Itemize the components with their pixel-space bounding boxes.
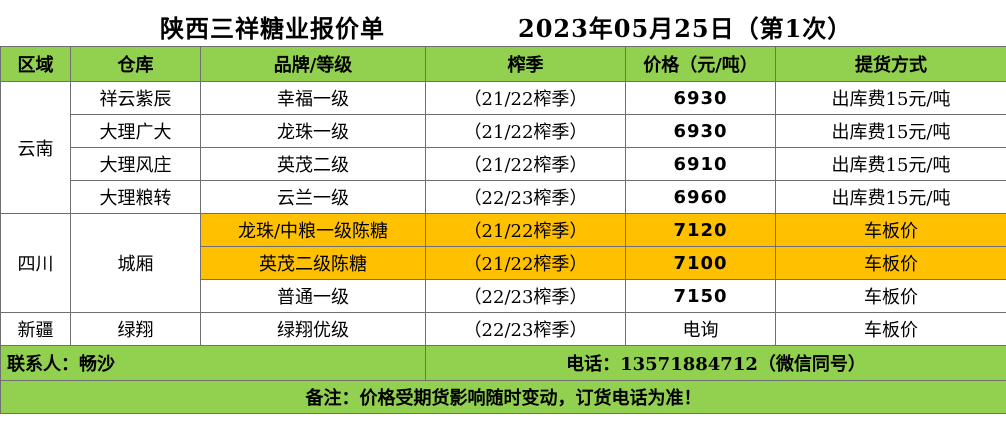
contact-person: 联系人：畅沙: [0, 345, 426, 381]
price-cell: 7100: [625, 246, 776, 280]
table-row: 四川 城厢 龙珠/中粮一级陈糖 （21/22榨季） 7120 车板价: [0, 213, 1006, 313]
region-cell: 云南: [0, 81, 71, 214]
price-cell: 6930: [625, 114, 776, 148]
table-row: 普通一级 （22/23榨季） 7150 车板价: [1, 279, 1006, 313]
brand-cell: 龙珠一级: [200, 114, 426, 148]
brand-cell: 普通一级: [200, 279, 426, 313]
pickup-cell: 出库费15元/吨: [775, 81, 1006, 115]
header-price: 价格（元/吨）: [625, 46, 776, 82]
price-cell: 6910: [625, 147, 776, 181]
pickup-cell: 车板价: [775, 279, 1006, 313]
warehouse-cell: 城厢: [70, 213, 201, 313]
header-season: 榨季: [425, 46, 626, 82]
pickup-cell: 车板价: [775, 312, 1006, 346]
region-cell: 四川: [0, 213, 71, 313]
note-text: 备注：价格受期货影响随时变动，订货电话为准！: [0, 380, 1006, 414]
price-cell: 电询: [625, 312, 776, 346]
header-warehouse: 仓库: [70, 46, 201, 82]
season-cell: （21/22榨季）: [425, 147, 626, 181]
season-cell: （21/22榨季）: [425, 81, 626, 115]
warehouse-cell: 大理广大: [70, 114, 201, 148]
pickup-cell: 出库费15元/吨: [775, 147, 1006, 181]
warehouse-cell: 绿翔: [70, 312, 201, 346]
note-row: 备注：价格受期货影响随时变动，订货电话为准！: [0, 380, 1006, 414]
region-cell: 新疆: [0, 312, 71, 346]
season-cell: （21/22榨季）: [425, 114, 626, 148]
price-cell: 7120: [625, 213, 776, 247]
warehouse-cell: 大理风庄: [70, 147, 201, 181]
brand-cell: 幸福一级: [200, 81, 426, 115]
header-region: 区域: [0, 46, 71, 82]
table-header-row: 区域 仓库 品牌/等级 榨季 价格（元/吨） 提货方式: [0, 46, 1006, 82]
table-row: 大理粮转 云兰一级 （22/23榨季） 6960 出库费15元/吨: [1, 180, 1006, 214]
season-cell: （22/23榨季）: [425, 180, 626, 214]
pickup-cell: 车板价: [775, 246, 1006, 280]
contact-row: 联系人：畅沙 电话：13571884712（微信同号）: [0, 345, 1006, 381]
warehouse-cell: 大理粮转: [70, 180, 201, 214]
brand-cell: 云兰一级: [200, 180, 426, 214]
table-row: 云南 祥云紫辰 幸福一级 （21/22榨季） 6930 出库费15元/吨: [0, 81, 1006, 214]
warehouse-cell: 祥云紫辰: [70, 81, 201, 115]
brand-cell: 绿翔优级: [200, 312, 426, 346]
pickup-cell: 出库费15元/吨: [775, 180, 1006, 214]
pickup-cell: 出库费15元/吨: [775, 114, 1006, 148]
table-row: 大理广大 龙珠一级 （21/22榨季） 6930 出库费15元/吨: [1, 114, 1006, 148]
table-row: 大理风庄 英茂二级 （21/22榨季） 6910 出库费15元/吨: [1, 147, 1006, 181]
brand-cell: 英茂二级陈糖: [200, 246, 426, 280]
sheet-title: 陕西三祥糖业报价单: [160, 14, 385, 43]
season-cell: （21/22榨季）: [425, 246, 626, 280]
price-table: 区域 仓库 品牌/等级 榨季 价格（元/吨） 提货方式 云南 祥云紫辰 幸福一级…: [0, 46, 1006, 414]
price-cell: 6930: [625, 81, 776, 115]
contact-phone: 电话：13571884712（微信同号）: [425, 345, 1006, 381]
season-cell: （21/22榨季）: [425, 213, 626, 247]
brand-cell: 龙珠/中粮一级陈糖: [200, 213, 426, 247]
season-cell: （22/23榨季）: [425, 279, 626, 313]
pickup-cell: 车板价: [775, 213, 1006, 247]
title-row: 陕西三祥糖业报价单 2023年05月25日（第1次）: [0, 0, 1006, 46]
sheet-date: 2023年05月25日（第1次）: [518, 14, 853, 43]
brand-cell: 英茂二级: [200, 147, 426, 181]
price-cell: 6960: [625, 180, 776, 214]
table-row: 英茂二级陈糖 （21/22榨季） 7100 车板价: [1, 246, 1006, 280]
table-row: 新疆 绿翔 绿翔优级 （22/23榨季） 电询 车板价: [0, 312, 1006, 346]
header-brand: 品牌/等级: [200, 46, 426, 82]
header-pickup: 提货方式: [775, 46, 1006, 82]
season-cell: （22/23榨季）: [425, 312, 626, 346]
price-cell: 7150: [625, 279, 776, 313]
